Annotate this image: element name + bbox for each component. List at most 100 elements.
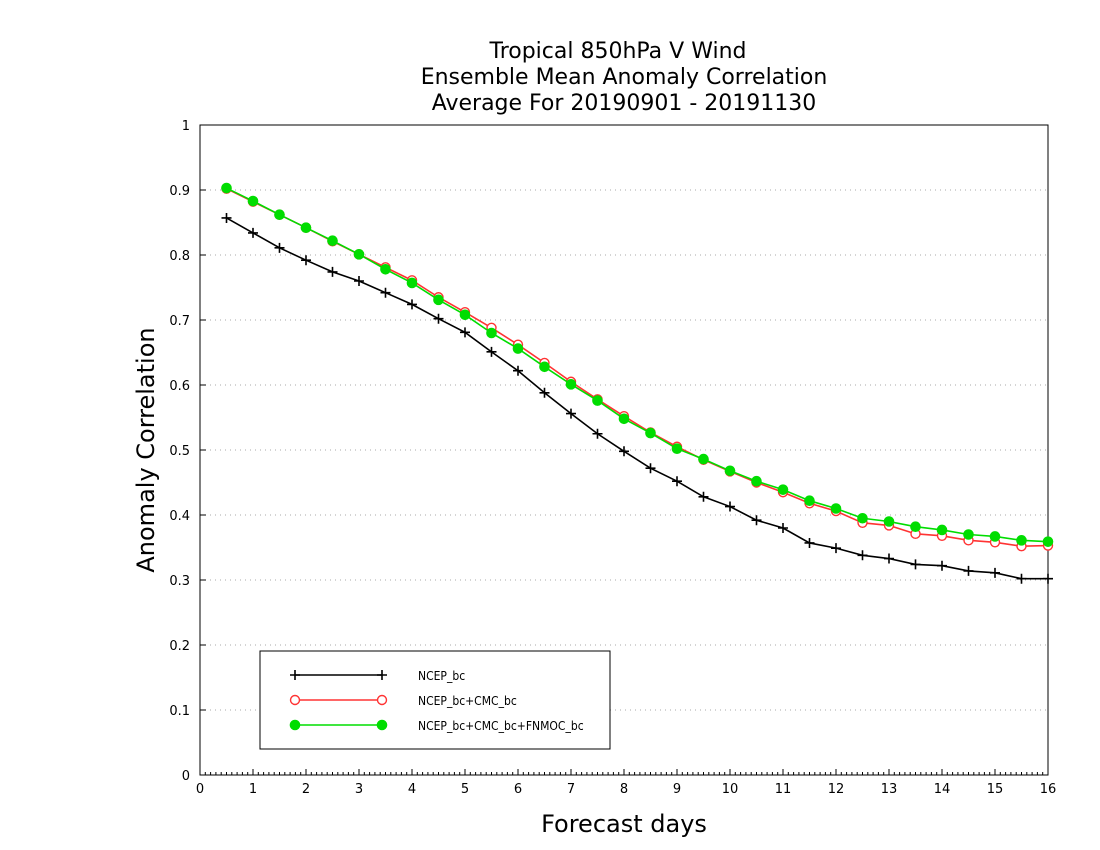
data-point	[459, 309, 471, 321]
data-point	[804, 495, 815, 507]
y-tick-label: 0.1	[169, 704, 190, 719]
data-point	[963, 565, 974, 576]
data-point	[221, 212, 232, 223]
data-point	[751, 515, 762, 526]
data-point	[619, 446, 629, 457]
data-point	[486, 327, 497, 339]
data-point	[698, 453, 709, 465]
data-point	[513, 365, 523, 376]
data-point	[778, 523, 788, 533]
data-point	[380, 264, 391, 275]
data-point	[645, 427, 656, 439]
data-point	[380, 287, 391, 298]
data-point	[300, 222, 312, 233]
data-point	[274, 242, 285, 253]
data-point	[724, 465, 736, 477]
x-tick-label: 8	[620, 782, 628, 797]
x-tick-label: 4	[408, 782, 416, 797]
legend: NCEP_bc NCEP_bc+CMC_bc NCEP_bc+CMC_bc+FNMO…	[259, 650, 611, 750]
x-tick-label: 13	[881, 782, 898, 797]
data-point	[830, 503, 842, 514]
data-point	[274, 209, 285, 220]
legend-marker	[289, 694, 301, 706]
series-layer	[221, 182, 1054, 584]
data-point	[248, 227, 258, 238]
data-point	[539, 387, 550, 398]
legend-marker	[290, 670, 300, 680]
data-point	[407, 299, 417, 310]
x-tick-label: 11	[775, 782, 792, 797]
data-point	[910, 521, 921, 533]
x-tick-label: 7	[567, 782, 575, 797]
data-point	[883, 516, 895, 527]
data-point	[433, 294, 444, 306]
data-point	[831, 543, 841, 554]
series-0	[221, 212, 1053, 584]
title-line-2: Ensemble Mean Anomaly Correlation	[421, 65, 828, 90]
title-line-3: Average For 20190901 - 20191130	[432, 91, 817, 116]
data-point	[672, 476, 682, 487]
data-point	[777, 484, 789, 495]
y-tick-label: 0.3	[169, 574, 190, 589]
x-tick-label: 15	[987, 782, 1004, 797]
data-point	[725, 501, 735, 512]
chart-title: Tropical 850hPa V Wind Ensemble Mean Ano…	[421, 39, 828, 116]
data-point	[1043, 573, 1053, 584]
y-tick-label: 0.8	[169, 249, 190, 264]
data-point	[671, 443, 683, 455]
legend-marker	[376, 694, 388, 706]
data-point	[698, 491, 709, 502]
series-line	[226, 187, 1049, 543]
data-point	[433, 313, 444, 324]
y-tick-label: 0	[182, 769, 190, 784]
legend-label: NCEP_bc+CMC_bc	[418, 694, 517, 708]
data-point	[565, 379, 577, 390]
data-point	[221, 182, 232, 194]
x-tick-label: 1	[249, 782, 257, 797]
x-tick-label: 14	[934, 782, 951, 797]
x-tick-label: 16	[1040, 782, 1057, 797]
x-axis: 0 1 2 3 4 5 6 7 8 9 10 11 12 13 14 15 16	[196, 769, 1056, 797]
data-point	[247, 195, 259, 207]
y-tick-label: 0.5	[169, 444, 190, 459]
data-point	[804, 537, 815, 548]
title-line-1: Tropical 850hPa V Wind	[488, 39, 746, 64]
y-tick-label: 0.4	[169, 509, 190, 524]
data-point	[963, 529, 974, 540]
series-line	[226, 217, 1048, 580]
y-axis-label: Anomaly Correlation	[132, 327, 160, 572]
data-point	[990, 567, 1000, 578]
data-point	[460, 327, 470, 338]
x-tick-label: 2	[302, 782, 310, 797]
data-point	[884, 553, 894, 564]
series-2	[221, 182, 1054, 547]
x-tick-label: 6	[514, 782, 522, 797]
data-point	[566, 408, 576, 419]
data-point	[1016, 535, 1027, 546]
series-line	[226, 187, 1049, 548]
y-tick-label: 0.9	[169, 184, 190, 199]
x-tick-label: 9	[673, 782, 681, 797]
data-point	[910, 559, 921, 570]
legend-marker	[376, 719, 388, 731]
data-point	[592, 395, 603, 406]
y-tick-label: 1	[182, 119, 190, 134]
x-tick-label: 5	[461, 782, 469, 797]
legend-label: NCEP_bc+CMC_bc+FNMOC_bc	[418, 719, 584, 733]
x-tick-label: 10	[722, 782, 739, 797]
data-point	[406, 277, 418, 289]
data-point	[989, 531, 1001, 542]
data-point	[857, 550, 868, 561]
legend-label: NCEP_bc	[418, 669, 465, 683]
legend-marker	[377, 670, 387, 680]
y-tick-label: 0.2	[169, 639, 190, 654]
data-point	[327, 266, 338, 277]
data-point	[512, 343, 524, 354]
data-point	[751, 475, 762, 487]
x-tick-label: 12	[828, 782, 845, 797]
y-tick-label: 0.7	[169, 314, 190, 329]
data-point	[857, 512, 868, 524]
data-point	[1042, 536, 1054, 547]
y-tick-label: 0.6	[169, 379, 190, 394]
